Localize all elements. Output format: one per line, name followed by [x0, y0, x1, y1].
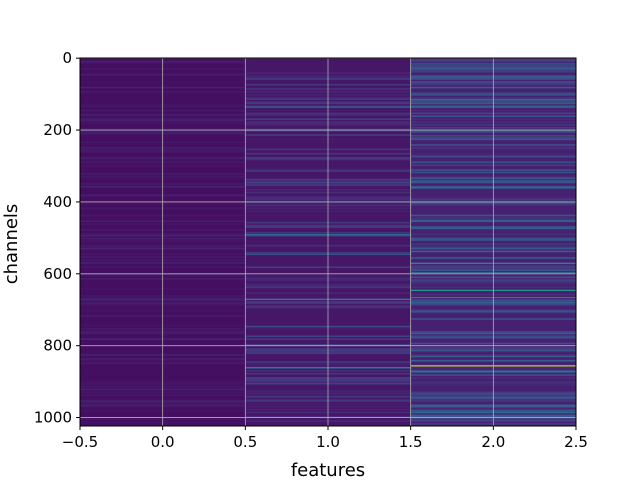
- y-tick-label: 600: [43, 265, 72, 283]
- x-tick-label: 2.0: [481, 433, 505, 451]
- y-tick-label: 1000: [34, 409, 72, 427]
- x-tick-label: −0.5: [62, 433, 98, 451]
- x-tick-label: 0.0: [151, 433, 175, 451]
- x-axis-label: features: [291, 460, 365, 480]
- x-tick-label: 1.5: [399, 433, 423, 451]
- x-tick-label: 0.5: [233, 433, 257, 451]
- y-axis-ticks: 0 200 400 600 800 1000: [34, 49, 80, 427]
- y-axis-label: channels: [1, 204, 22, 285]
- y-tick-label: 0: [62, 49, 72, 67]
- y-tick-label: 800: [43, 337, 72, 355]
- x-tick-label: 2.5: [564, 433, 588, 451]
- y-tick-label: 200: [43, 121, 72, 139]
- y-tick-label: 400: [43, 193, 72, 211]
- x-tick-label: 1.0: [316, 433, 340, 451]
- x-axis-ticks: −0.5 0.0 0.5 1.0 1.5 2.0 2.5: [62, 426, 588, 451]
